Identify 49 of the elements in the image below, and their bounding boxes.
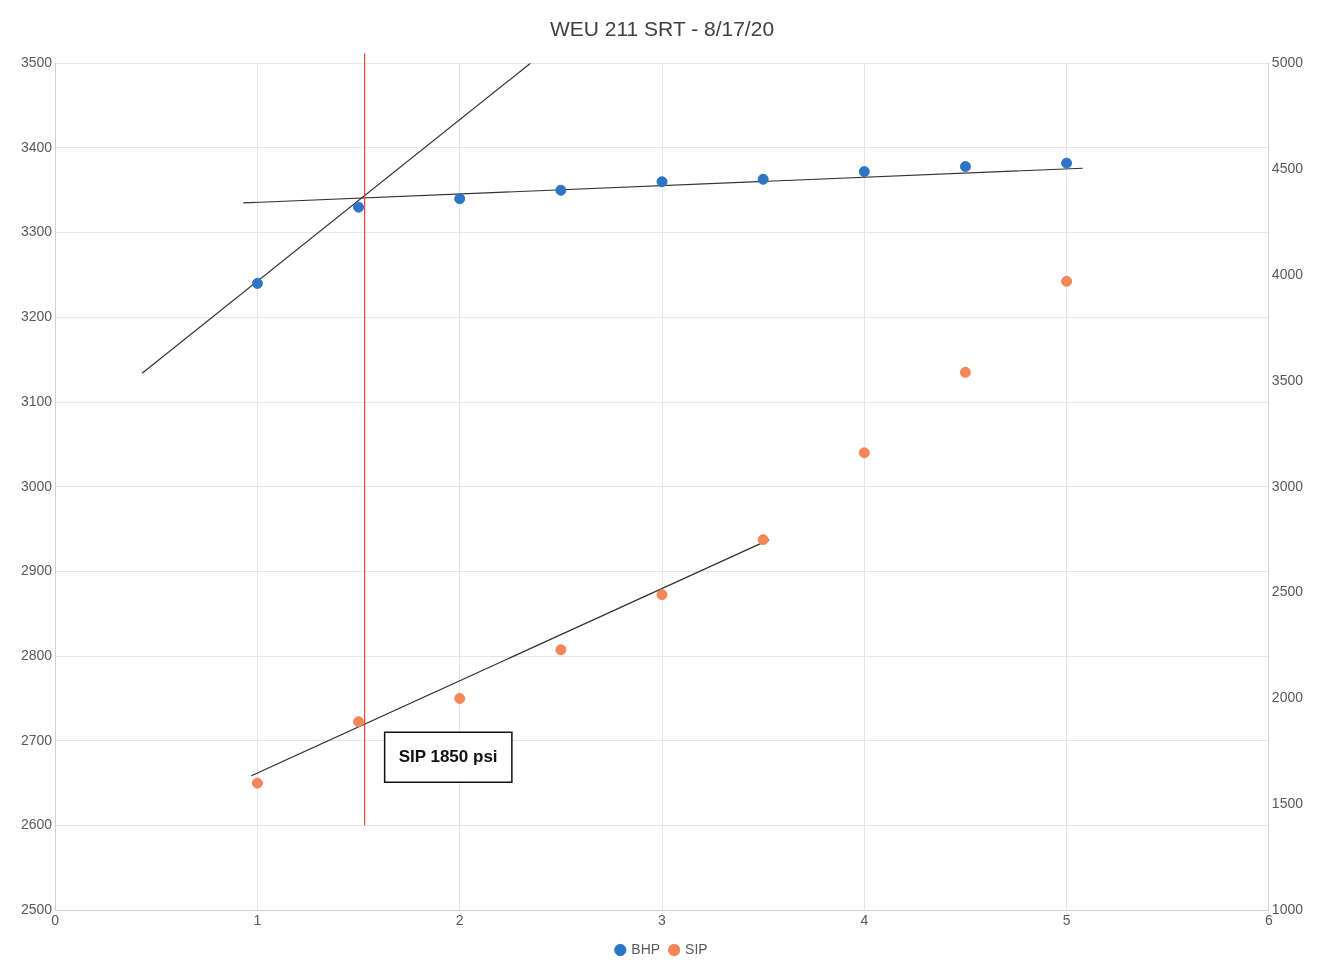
y-tick-label: 2700 (20, 731, 53, 748)
y-tick-label: 3200 (20, 308, 53, 325)
point (858, 447, 870, 459)
point (656, 176, 668, 188)
point (555, 644, 567, 656)
x-tick-label: 0 (51, 912, 60, 929)
y2-tick-label: 2500 (1271, 583, 1304, 600)
point (353, 716, 365, 728)
y-tick-label: 3500 (20, 54, 53, 71)
annotation: SIP 1850 psi (398, 747, 498, 767)
x-tick-label: 4 (860, 912, 869, 929)
y-tick-label: 2900 (20, 562, 53, 579)
y-tick-label: 3100 (20, 392, 53, 409)
y2-tick-label: 5000 (1271, 54, 1304, 71)
point (959, 161, 971, 173)
legend-label: SIP (685, 940, 708, 957)
y-tick-label: 2600 (20, 816, 53, 833)
y2-tick-label: 2000 (1271, 689, 1304, 706)
y2-tick-label: 4500 (1271, 159, 1304, 176)
point (757, 173, 769, 185)
x-tick-label: 2 (455, 912, 464, 929)
y2-tick-label: 3500 (1271, 371, 1304, 388)
legend-label: BHP (631, 940, 661, 957)
point (757, 534, 769, 546)
y-tick-label: 2500 (20, 901, 53, 918)
x-tick-label: 3 (658, 912, 667, 929)
point (251, 277, 263, 289)
y2-tick-label: 4000 (1271, 265, 1304, 282)
point (353, 201, 365, 213)
x-tick-label: 6 (1264, 912, 1273, 929)
point (1061, 275, 1073, 287)
x-tick-label: 5 (1062, 912, 1071, 929)
y-tick-label: 3000 (20, 477, 53, 494)
x-tick-label: 1 (253, 912, 262, 929)
point (1061, 157, 1073, 169)
point (959, 366, 971, 378)
y2-tick-label: 1500 (1271, 795, 1304, 812)
point (555, 184, 567, 196)
y-tick-label: 3300 (20, 223, 53, 240)
point (858, 166, 870, 178)
y2-tick-label: 3000 (1271, 477, 1304, 494)
y-tick-label: 2800 (20, 646, 53, 663)
point (454, 692, 466, 704)
y-tick-label: 3400 (20, 138, 53, 155)
chart-title: WEU 211 SRT - 8/17/20 (549, 17, 775, 41)
point (251, 777, 263, 789)
y2-tick-label: 1000 (1271, 901, 1304, 918)
point (454, 193, 466, 205)
point (656, 589, 668, 601)
